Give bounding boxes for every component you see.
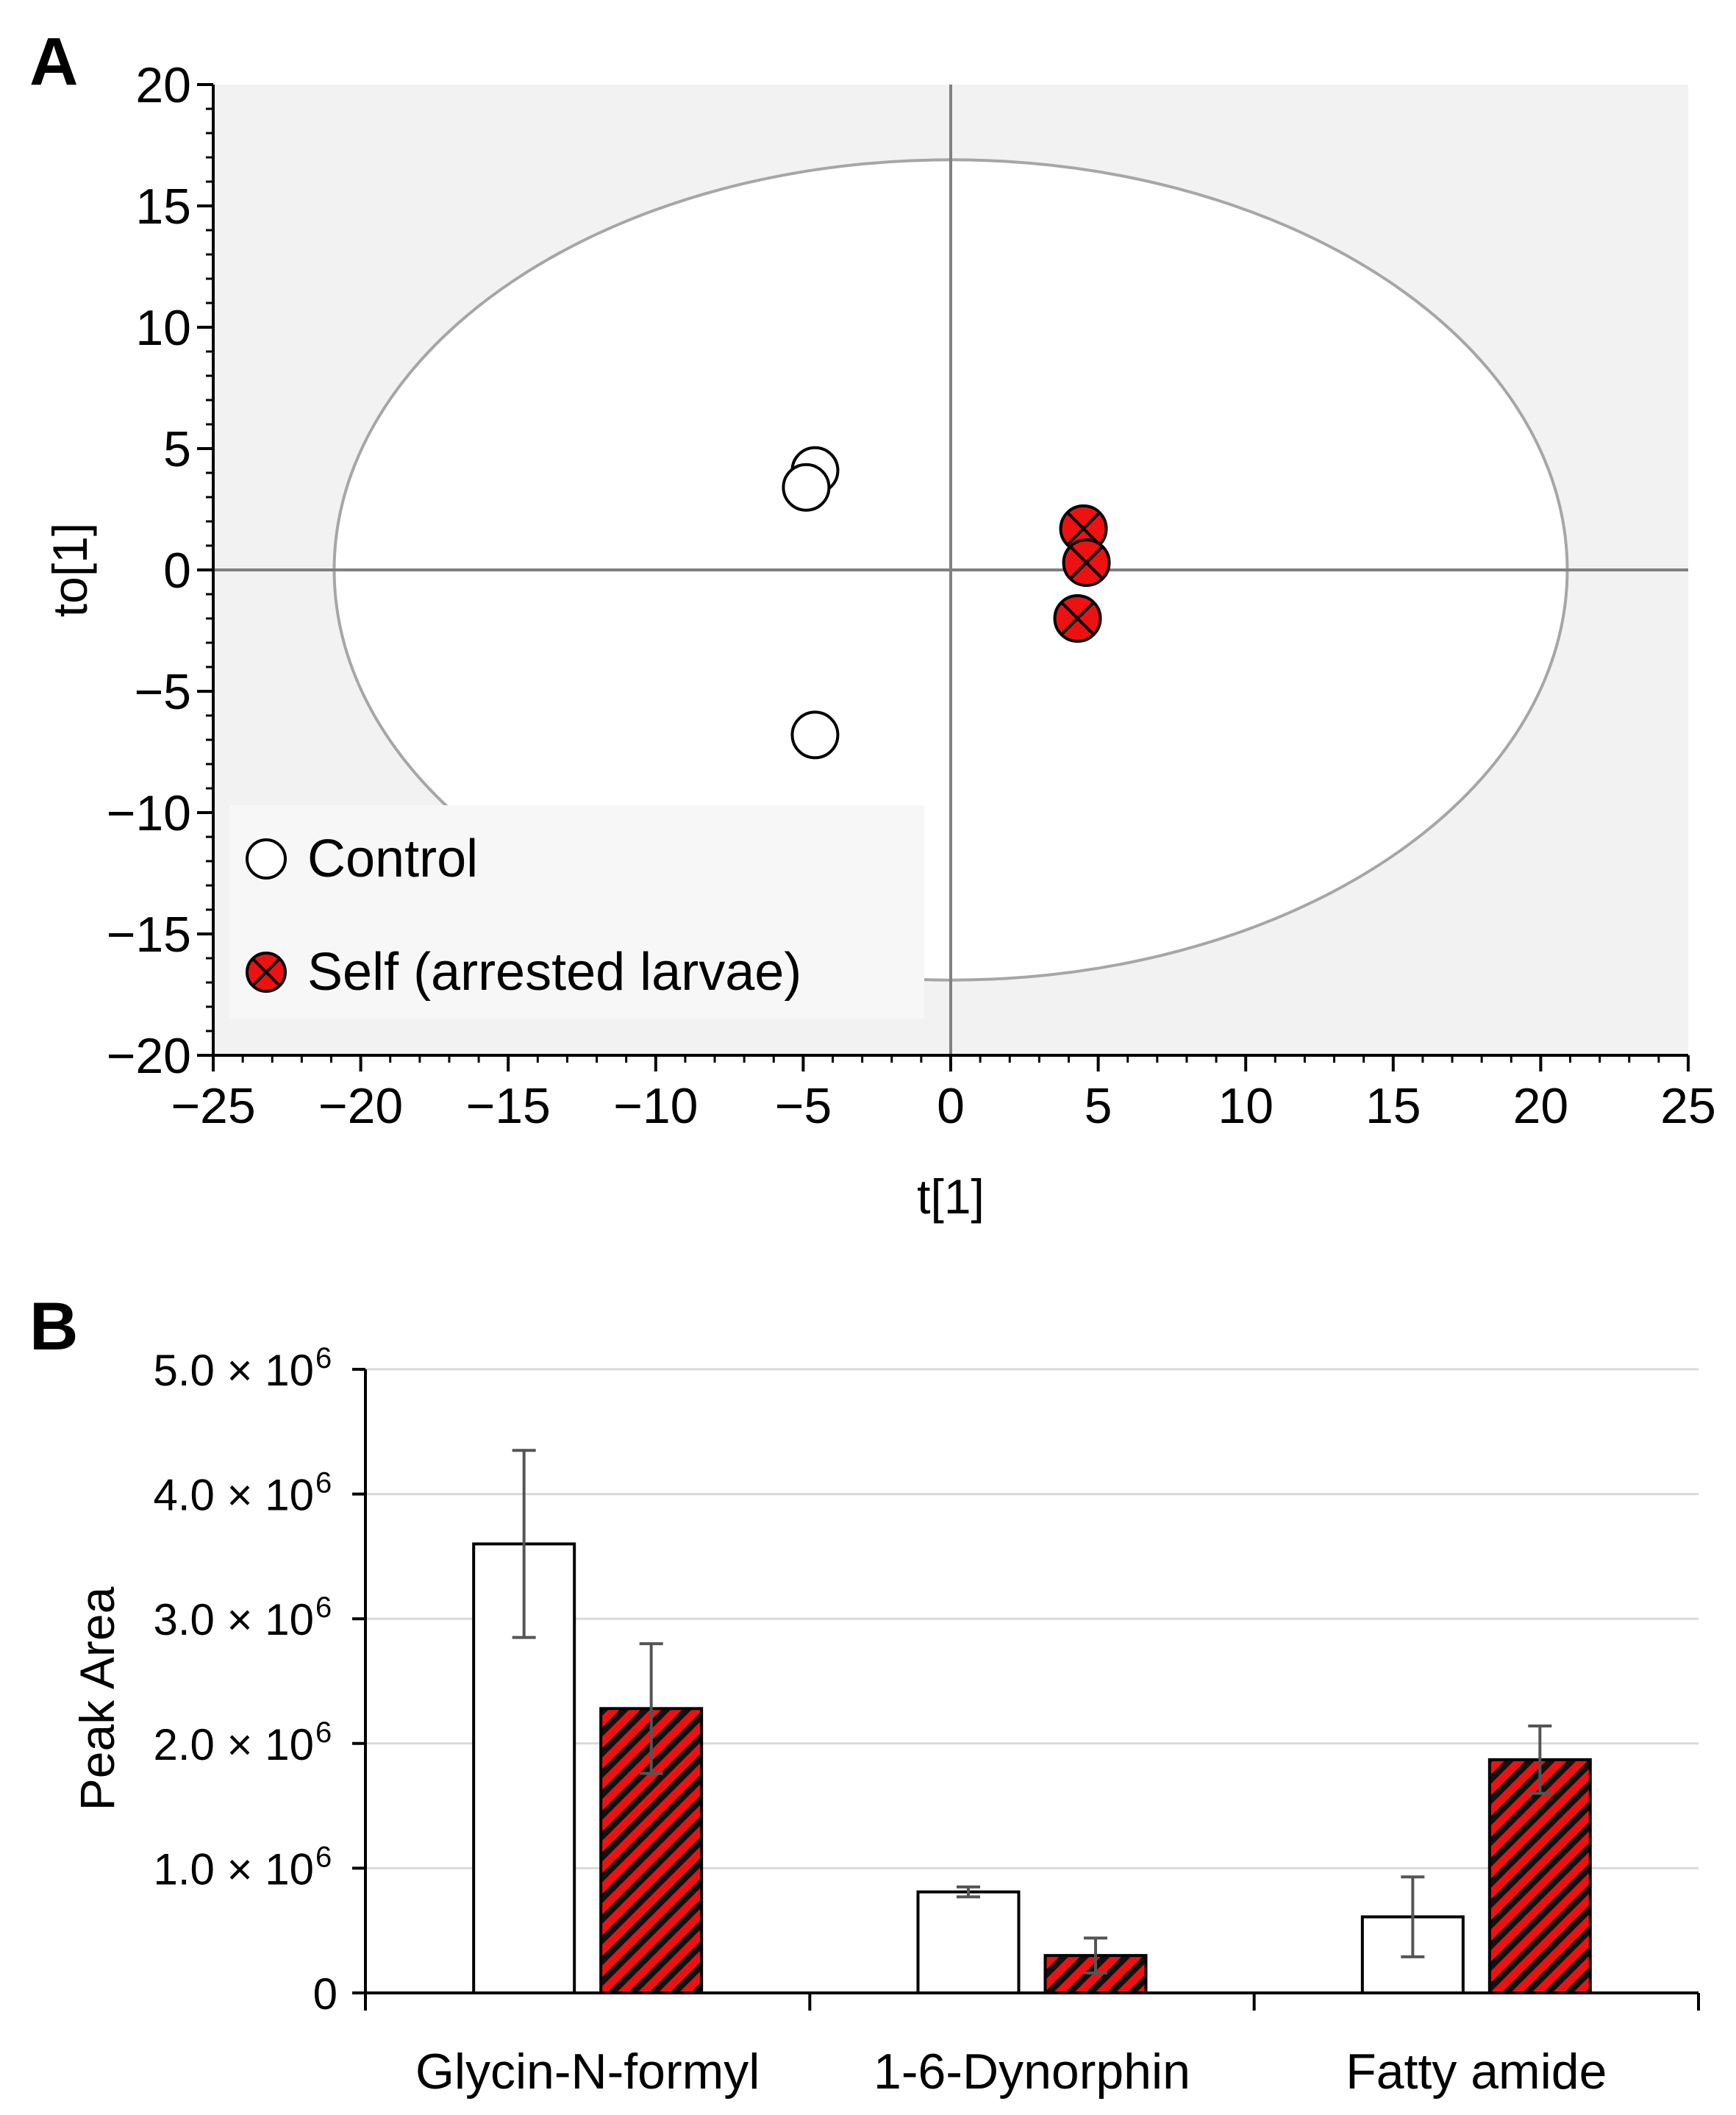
bar-y-axis-ticks: 01.0 × 10 62.0 × 10 63.0 × 10 64.0 × 10 65.0… [153, 1342, 365, 2019]
bar-y-tick-exponent: 6 [315, 1342, 332, 1374]
y-tick-label: −15 [107, 907, 191, 963]
error-bar [1084, 1936, 1107, 1975]
error-bar [639, 1642, 663, 1775]
category-label: Fatty amide [1346, 2044, 1607, 2100]
category-label: 1-6-Dynorphin [874, 2044, 1190, 2100]
control-bar [916, 1890, 1021, 1995]
bar-y-tick-exponent: 6 [315, 1467, 332, 1499]
y-tick-label: 20 [135, 57, 191, 113]
bar-y-tick-label: 1.0 × 10 [153, 1844, 314, 1894]
x-tick-label: 15 [1365, 1078, 1421, 1134]
y-tick-label: −5 [134, 664, 191, 720]
self-point [1062, 538, 1111, 588]
bar-y-tick-label: 5.0 × 10 [153, 1346, 314, 1395]
x-tick-label: 5 [1085, 1078, 1112, 1134]
control-point [782, 463, 831, 512]
self-point [1053, 594, 1102, 643]
bars [472, 1449, 1592, 1995]
legend-control-label: Control [307, 830, 478, 888]
y-tick-label: −20 [107, 1028, 191, 1084]
panel-a-label: A [29, 24, 78, 99]
self-point-cross [1069, 545, 1104, 580]
error-bar [1528, 1725, 1552, 1795]
bar-y-tick-label: 4.0 × 10 [153, 1471, 314, 1520]
error-bar [1401, 1875, 1425, 1958]
y-axis-ticks: 20 15 10 5 0 −5 −10 −15 −20 [107, 57, 213, 1084]
legend-box [229, 805, 924, 1019]
bar-y-tick-exponent: 6 [315, 1841, 332, 1873]
category-separator-ticks [364, 1993, 1700, 2011]
x-tick-label: −15 [466, 1078, 551, 1134]
self-point-cross [1060, 601, 1095, 636]
x-axis-label: t[1] [917, 1169, 985, 1224]
y-tick-label: 0 [163, 543, 191, 599]
category-label: Glycin-N-formyl [415, 2044, 760, 2100]
bar-y-axis-label: Peak Area [70, 1586, 124, 1811]
bar-y-tick-label: 0 [313, 1969, 337, 2019]
x-axis-ticks: −25 −20 −15 −10 −5 0 5 10 15 20 25 [171, 1055, 1716, 1134]
x-tick-label: −20 [318, 1078, 403, 1134]
y-tick-label: 10 [135, 300, 191, 356]
y-tick-label: −10 [107, 785, 191, 841]
x-tick-label: 0 [937, 1078, 965, 1134]
x-tick-label: −25 [171, 1078, 255, 1134]
x-tick-label: 20 [1513, 1078, 1569, 1134]
self-point-cross [1066, 511, 1101, 546]
y-tick-label: 15 [135, 179, 191, 235]
control-point [790, 710, 840, 760]
gridlines [365, 1368, 1699, 1869]
bar-y-tick-label: 3.0 × 10 [153, 1595, 314, 1644]
legend-self-marker [246, 952, 287, 993]
y-axis-label: to[1] [43, 523, 97, 617]
self-bar [1487, 1758, 1592, 1994]
data-points [782, 446, 1111, 760]
legend-self-label: Self (arrested larvae) [307, 943, 801, 1002]
x-tick-label: 10 [1218, 1078, 1274, 1134]
y-tick-label: 5 [163, 421, 191, 477]
bar-y-tick-exponent: 6 [315, 1716, 332, 1749]
panel-b-label: B [29, 1289, 78, 1364]
x-tick-label: −10 [613, 1078, 698, 1134]
bar-chart: 01.0 × 10 62.0 × 10 63.0 × 10 64.0 × 10 65.0… [70, 1342, 1700, 2100]
x-tick-label: −5 [775, 1078, 832, 1134]
error-bar [512, 1449, 536, 1639]
legend-control-marker [246, 838, 287, 880]
x-tick-label: 25 [1660, 1078, 1716, 1134]
error-bar [957, 1885, 980, 1899]
bar-y-tick-label: 2.0 × 10 [153, 1720, 314, 1769]
category-labels: Glycin-N-formyl 1-6-Dynorphin Fatty amide [415, 2044, 1607, 2100]
bar-y-tick-exponent: 6 [315, 1591, 332, 1624]
legend: Control Self (arrested larvae) [229, 805, 924, 1019]
